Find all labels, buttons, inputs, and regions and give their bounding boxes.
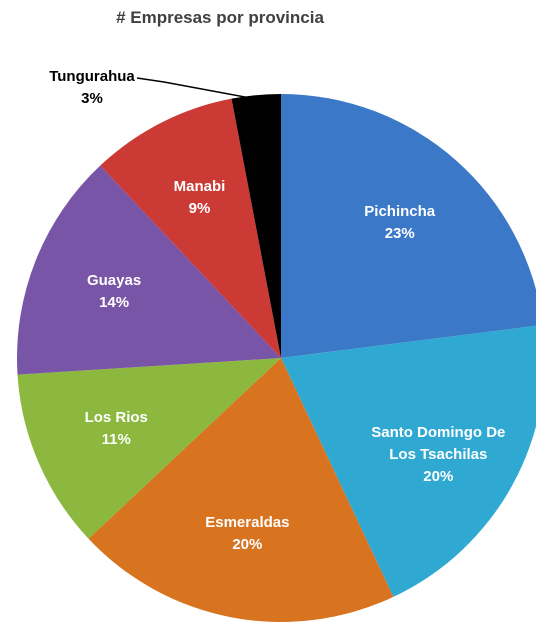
value-label: 14% bbox=[99, 293, 130, 311]
chart-title: # Empresas por provincia bbox=[116, 8, 324, 27]
category-label: Los Rios bbox=[84, 409, 148, 427]
data-label: Esmeraldas 20% bbox=[167, 512, 327, 556]
value-label: 11% bbox=[101, 431, 131, 449]
category-label: Santo Domingo De Los Tsachilas bbox=[371, 424, 506, 464]
data-label: Santo Domingo De Los Tsachilas 20% bbox=[358, 422, 518, 488]
data-label: Tungurahua 3% bbox=[12, 66, 172, 110]
category-label: Guayas bbox=[86, 271, 142, 289]
category-label: Manabi bbox=[173, 178, 226, 196]
data-label: Guayas 14% bbox=[34, 270, 194, 314]
leader-line bbox=[136, 77, 257, 100]
data-label: Manabi 9% bbox=[119, 176, 279, 220]
value-label: 20% bbox=[232, 536, 263, 554]
category-label: Tungurahua bbox=[49, 68, 135, 85]
value-label: 23% bbox=[384, 225, 415, 243]
pie-slice bbox=[17, 358, 282, 539]
pie-slice bbox=[17, 165, 282, 375]
category-label: Pichincha bbox=[364, 203, 436, 221]
data-label: Pichincha 23% bbox=[320, 201, 480, 245]
pie-slice bbox=[281, 325, 536, 597]
pie-slice bbox=[100, 98, 281, 359]
value-label: 3% bbox=[81, 90, 103, 107]
pie-slice bbox=[88, 358, 394, 623]
value-label: 20% bbox=[423, 468, 454, 486]
category-label: Esmeraldas bbox=[205, 514, 290, 532]
value-label: 9% bbox=[188, 200, 211, 218]
data-label: Los Rios 11% bbox=[36, 407, 196, 451]
pie-slice bbox=[231, 94, 281, 358]
pie-slice bbox=[281, 94, 536, 358]
